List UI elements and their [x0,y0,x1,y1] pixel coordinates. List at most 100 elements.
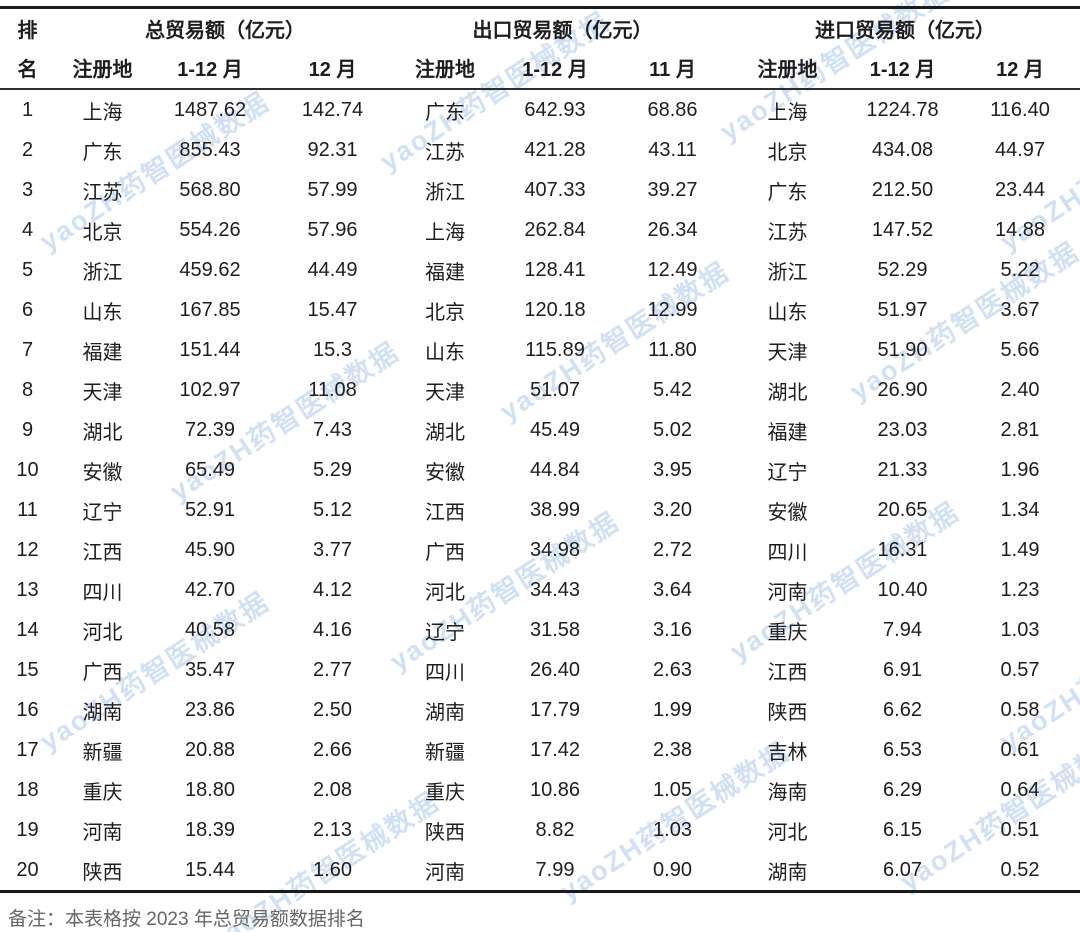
total-ytd-cell: 554.26 [179,218,241,241]
total-region-cell: 河北 [82,621,123,644]
rank-cell: 16 [16,698,39,721]
export-region-cell: 天津 [425,381,465,404]
import-region-cell: 天津 [767,341,808,364]
export-region-cell: 辽宁 [425,621,465,644]
rank-cell: 10 [16,458,39,481]
export-month-cell: 0.90 [653,858,692,881]
total-month-cell: 2.77 [313,658,352,681]
export-ytd-cell: 642.93 [524,98,586,121]
rank-cell: 19 [16,818,39,841]
export-month-cell: 43.11 [648,138,697,161]
import-ytd-cell: 6.91 [883,658,922,681]
import-region-cell: 湖南 [767,861,808,884]
import-month-cell: 5.22 [1000,258,1040,281]
export-region-cell: 四川 [425,661,465,684]
total-month-cell: 11.08 [308,378,357,401]
col-header-export-ytd: 1-12 月 [522,59,588,81]
total-month-cell: 3.77 [313,538,352,561]
import-ytd-cell: 16.31 [877,538,928,561]
export-month-cell: 12.99 [647,298,698,321]
total-ytd-cell: 40.58 [184,618,236,641]
rank-cell: 8 [21,378,34,401]
import-region-cell: 广东 [767,181,808,204]
rank-header-line1: 排 [17,19,38,42]
import-month-cell: 23.44 [994,178,1046,201]
import-ytd-cell: 21.33 [877,458,928,481]
export-region-cell: 新疆 [425,741,465,764]
export-region-cell: 安徽 [425,461,465,484]
table-body: 1 上海 1487.62 142.74 广东 642.93 68.86 上海 1… [0,90,1080,893]
total-month-cell: 57.96 [307,218,358,241]
total-ytd-cell: 15.44 [184,858,236,881]
import-ytd-cell: 1224.78 [866,98,939,121]
group-title-total: 总贸易额（亿元） [145,19,305,42]
total-ytd-cell: 52.91 [184,498,236,521]
export-region-cell: 广东 [425,101,465,124]
export-ytd-cell: 34.98 [529,538,581,561]
import-ytd-cell: 51.90 [877,338,928,361]
total-ytd-cell: 102.97 [179,378,241,401]
rank-cell: 17 [16,738,39,761]
export-ytd-cell: 8.82 [535,818,575,841]
export-ytd-cell: 17.79 [529,698,581,721]
export-region-cell: 江西 [425,501,465,524]
export-ytd-cell: 421.28 [524,138,586,161]
rank-cell: 3 [21,178,34,201]
total-ytd-cell: 18.80 [184,778,236,801]
import-region-cell: 湖北 [767,381,808,404]
export-region-cell: 江苏 [425,141,465,164]
total-month-cell: 4.16 [313,618,352,641]
rank-cell: 4 [21,218,34,241]
import-ytd-cell: 10.40 [877,578,928,601]
import-ytd-cell: 6.15 [883,818,922,841]
total-region-cell: 广东 [82,141,123,164]
export-region-cell: 陕西 [425,821,465,844]
export-region-cell: 河南 [425,861,465,884]
export-month-cell: 39.27 [647,178,698,201]
total-region-cell: 江西 [82,541,123,564]
import-region-cell: 浙江 [767,261,808,284]
import-region-cell: 福建 [767,421,808,444]
import-month-cell: 3.67 [1000,298,1040,321]
total-region-cell: 天津 [82,381,123,404]
export-ytd-cell: 407.33 [524,178,586,201]
total-region-cell: 陕西 [82,861,123,884]
import-month-cell: 0.51 [1000,818,1040,841]
export-ytd-cell: 26.40 [529,658,581,681]
export-ytd-cell: 31.58 [529,618,581,641]
export-month-cell: 1.99 [653,698,692,721]
import-region-cell: 吉林 [767,741,808,764]
export-month-cell: 12.49 [647,258,698,281]
import-ytd-cell: 23.03 [877,418,928,441]
export-region-cell: 广西 [425,541,465,564]
export-region-cell: 湖北 [425,421,465,444]
total-ytd-cell: 167.85 [179,298,241,321]
import-ytd-cell: 51.97 [877,298,928,321]
total-region-cell: 河南 [82,821,123,844]
total-month-cell: 2.08 [313,778,352,801]
total-ytd-cell: 568.80 [179,178,241,201]
import-region-cell: 江西 [767,661,808,684]
col-header-export-month: 11 月 [649,59,696,81]
total-region-cell: 福建 [82,341,123,364]
import-region-cell: 上海 [767,101,808,124]
total-ytd-cell: 23.86 [184,698,236,721]
rank-cell: 12 [16,538,39,561]
export-ytd-cell: 120.18 [524,298,586,321]
total-ytd-cell: 45.90 [184,538,236,561]
export-month-cell: 3.95 [653,458,692,481]
import-month-cell: 0.64 [1000,778,1040,801]
import-region-cell: 河北 [767,821,808,844]
export-ytd-cell: 115.89 [525,338,585,361]
import-region-cell: 江苏 [767,221,808,244]
import-region-cell: 陕西 [767,701,808,724]
import-month-cell: 5.66 [1000,338,1040,361]
import-ytd-cell: 212.50 [871,178,934,201]
total-region-cell: 辽宁 [82,501,123,524]
export-month-cell: 2.38 [653,738,692,761]
total-region-cell: 湖北 [82,421,123,444]
import-month-cell: 1.23 [1000,578,1040,601]
import-region-cell: 河南 [767,581,808,604]
col-header-import-month: 12 月 [996,59,1044,81]
total-month-cell: 4.12 [313,578,352,601]
